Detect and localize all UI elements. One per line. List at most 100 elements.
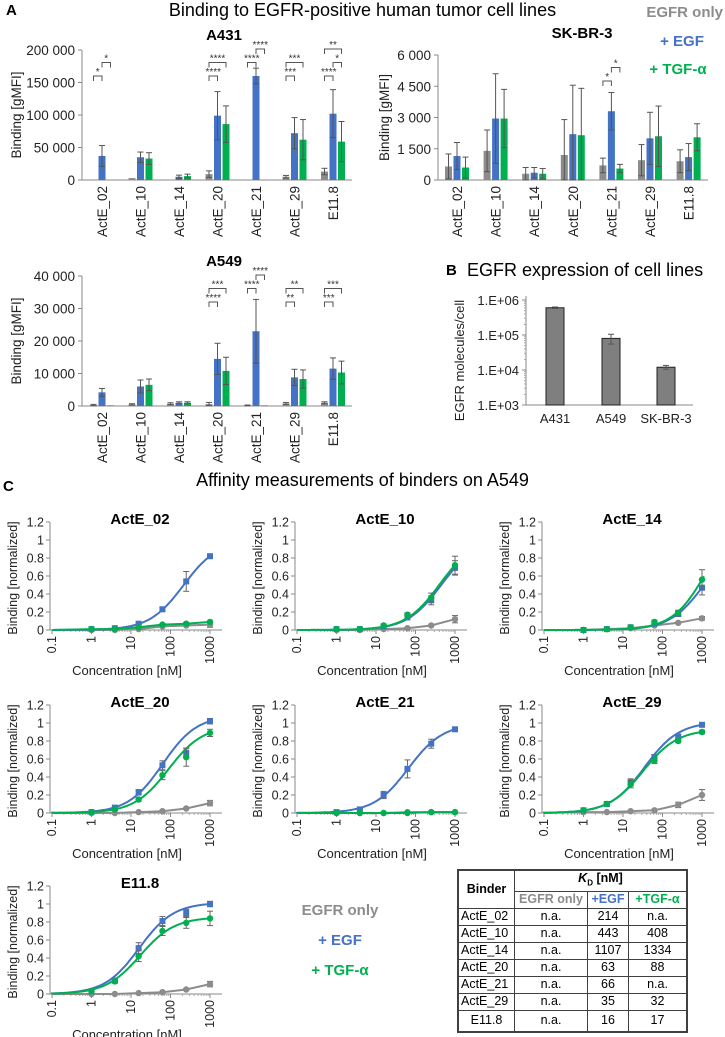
significance-label: **** (244, 280, 260, 291)
y-tick-label: 20 000 (34, 334, 75, 349)
significance-bracket (255, 48, 265, 54)
significance-bracket (332, 62, 342, 68)
bar-tgf (222, 124, 230, 180)
kd-table: Binder KD [nM] EGFR only +EGF +TGF-α Act… (457, 869, 688, 1033)
y-axis-label: Binding [normalized] (6, 521, 20, 634)
significance-bracket (208, 301, 218, 307)
category-label: ActE_14 (527, 186, 542, 238)
significance-label: * (96, 67, 100, 78)
bar-chart-sk-br-3: SK-BR-3 Binding [gMFI] 0 1 500 3 000 4 500 6 0… (377, 25, 708, 237)
y-tick-label: 0.2 (519, 789, 536, 803)
x-tick-label: 1 (577, 636, 591, 643)
y-tick-label: 40 000 (34, 269, 75, 284)
bar-egf (607, 111, 615, 180)
y-tick-label: 1 (37, 534, 44, 548)
significance-bracket (324, 48, 342, 54)
kd-cell-egf: 1107 (587, 941, 629, 960)
category-label: ActE_02 (95, 412, 110, 463)
bar-egf (329, 113, 337, 180)
x-tick-label: 100 (656, 636, 670, 657)
data-point-tgf (135, 624, 142, 631)
y-axis-label: Binding [normalized] (6, 885, 20, 998)
data-point-egf (183, 578, 190, 585)
category-label: ActE_14 (172, 412, 187, 464)
data-point-egfr-only (404, 625, 411, 632)
bar-egf (98, 392, 106, 406)
kd-cell-egf: 35 (587, 992, 629, 1011)
x-tick-label: 100 (164, 819, 178, 840)
y-tick-label: 0.2 (272, 606, 289, 620)
curve-tgf (543, 730, 705, 814)
kd-table-row: ActE_02 n.a. 214 n.a. (457, 907, 688, 926)
data-point-egf (207, 718, 213, 725)
kd-cell-binder: ActE_29 (457, 992, 515, 1011)
bar-tgf (184, 402, 191, 406)
data-point-tgf (380, 809, 387, 817)
bar-chart-a431: A431 Binding [gMFI] 0 50 000 100 000 150 000 2… (9, 27, 352, 237)
category-label: ActE_29 (288, 186, 303, 237)
kd-cell-binder: E11.8 (457, 1009, 515, 1032)
bar-egf (291, 133, 298, 180)
significance-bracket (101, 62, 111, 68)
y-tick-label: 0.4 (27, 771, 44, 785)
data-point-tgf (333, 809, 340, 817)
data-point-tgf (698, 728, 706, 736)
kd-cell-egfr-only: n.a. (514, 992, 588, 1011)
data-point-tgf (580, 626, 587, 634)
bar-tgf (616, 168, 624, 180)
x-tick-label: 1 (85, 1000, 99, 1007)
x-tick-label: 100 (656, 819, 670, 840)
data-point-tgf (159, 772, 166, 779)
y-tick-label: 0.8 (27, 552, 44, 566)
data-point-tgf (675, 609, 682, 617)
affinity-chart-acte_10: ActE_10 0 0.2 0.4 0.6 0.8 1 1.2 0.1 1 10 100 1000 Con… (251, 511, 467, 678)
data-point-tgf (627, 624, 634, 631)
affinity-chart-acte_21: ActE_21 0 0.2 0.4 0.6 0.8 1 1.2 0.1 1 10 100 1000 Con… (251, 694, 467, 861)
y-tick-label: 0 (282, 624, 289, 638)
bar-tgf (500, 118, 508, 180)
x-axis-label: Concentration [nM] (72, 1027, 182, 1037)
significance-label: *** (284, 67, 296, 78)
x-tick-label: 10 (616, 636, 630, 650)
category-label: ActE_21 (249, 186, 264, 237)
bar-egf (137, 386, 144, 406)
data-point-tgf (206, 618, 214, 626)
chart-title: A431 (206, 27, 242, 44)
data-point-egf (135, 945, 142, 952)
kd-cell-binder: ActE_20 (457, 958, 515, 977)
bar-tgf (107, 405, 114, 406)
significance-bracket (208, 75, 218, 81)
kd-col-egfr-only: EGFR only (514, 890, 588, 909)
y-tick-label: 0.8 (519, 735, 536, 749)
y-axis-label: Binding [normalized] (498, 521, 512, 634)
x-tick-label: 1000 (448, 819, 462, 847)
data-point-tgf (111, 806, 119, 813)
kd-table-header-kd: KD [nM] (514, 869, 688, 892)
data-point-egf (135, 789, 142, 796)
significance-label: * (614, 59, 618, 70)
y-tick-label: 0.4 (27, 952, 44, 966)
kd-cell-egf: 66 (587, 975, 629, 994)
kd-symbol: K (578, 871, 588, 885)
y-tick-label: 0.2 (272, 789, 289, 803)
bar-tgf (145, 158, 153, 180)
data-point-tgf (580, 807, 587, 814)
category-label: ActE_02 (95, 186, 110, 237)
egfr-expression-chart: 1.E+03 1.E+04 1.E+05 1.E+06 EGFR molecules/c… (452, 293, 693, 426)
data-point-tgf (451, 562, 459, 569)
data-point-egfr-only (451, 616, 459, 623)
x-tick-label: 100 (409, 819, 423, 840)
bar-tgf (222, 370, 230, 406)
kd-table-row: ActE_21 n.a. 66 n.a. (457, 975, 688, 994)
data-point-egf (699, 721, 705, 728)
legend-c-egfr-only: EGFR only (301, 902, 379, 919)
y-tick-label: 1.2 (27, 516, 44, 530)
significance-label: **** (205, 293, 221, 304)
x-tick-label: 10 (369, 636, 383, 650)
data-point-tgf (428, 594, 435, 601)
x-tick-label: 1 (85, 819, 99, 826)
data-point-egfr-only (111, 990, 119, 998)
category-label: ActE_14 (172, 186, 187, 238)
data-point-tgf (603, 625, 611, 633)
x-tick-label: 0.1 (537, 819, 551, 836)
